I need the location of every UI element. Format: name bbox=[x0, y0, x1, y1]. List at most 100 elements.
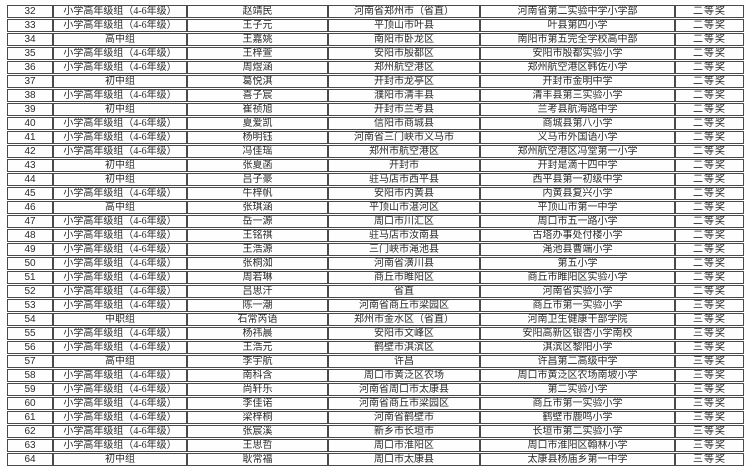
cell-contestant: 王梓萱 bbox=[187, 47, 328, 60]
cell-school: 第五小学 bbox=[480, 257, 675, 270]
cell-contestant: 陈一潮 bbox=[187, 299, 328, 312]
cell-row-number: 42 bbox=[7, 145, 53, 158]
cell-award: 二等奖 bbox=[675, 117, 744, 130]
cell-contestant: 赵靖民 bbox=[187, 5, 328, 18]
cell-award: 二等奖 bbox=[675, 19, 744, 32]
cell-group: 初中组 bbox=[53, 173, 187, 186]
cell-contestant: 南科含 bbox=[187, 369, 328, 382]
table-row: 44 初中组 吕子豪 驻马店市西平县 西平县第一初级中学 二等奖 bbox=[7, 173, 744, 186]
cell-school: 安阳市殷都实验小学 bbox=[480, 47, 675, 60]
cell-region: 驻马店市西平县 bbox=[328, 173, 480, 186]
cell-contestant: 葛悦淇 bbox=[187, 75, 328, 88]
cell-school: 河南省实验小学 bbox=[480, 285, 675, 298]
table-row: 42 小学高年级组（4-6年级） 冯佳瑶 郑州市航空港区 郑州航空港区冯堂第一小… bbox=[7, 145, 744, 158]
cell-region: 开封市 bbox=[328, 159, 480, 172]
cell-group: 小学高年级组（4-6年级） bbox=[53, 61, 187, 74]
cell-region: 三门峡市渑池县 bbox=[328, 243, 480, 256]
cell-award: 三等奖 bbox=[675, 383, 744, 396]
cell-school: 商城县第八小学 bbox=[480, 117, 675, 130]
cell-award: 二等奖 bbox=[675, 131, 744, 144]
table-row: 34 高中组 王嘉姚 南阳市卧龙区 南阳市第五完全学校高中部 二等奖 bbox=[7, 33, 744, 46]
cell-region: 周口市太康县 bbox=[328, 453, 480, 466]
cell-school: 兰考县航海路中学 bbox=[480, 103, 675, 116]
cell-row-number: 51 bbox=[7, 271, 53, 284]
cell-contestant: 梁梓桐 bbox=[187, 411, 328, 424]
cell-region: 河南省鹤壁市 bbox=[328, 411, 480, 424]
cell-group: 小学高年级组（4-6年级） bbox=[53, 187, 187, 200]
cell-row-number: 39 bbox=[7, 103, 53, 116]
table-row: 41 小学高年级组（4-6年级） 杨明钰 河南省三门峡市义马市 义马市外国语小学… bbox=[7, 131, 744, 144]
cell-row-number: 41 bbox=[7, 131, 53, 144]
table-row: 40 小学高年级组（4-6年级） 夏爱凯 信阳市商城县 商城县第八小学 二等奖 bbox=[7, 117, 744, 130]
cell-contestant: 王浩元 bbox=[187, 341, 328, 354]
cell-group: 小学高年级组（4-6年级） bbox=[53, 341, 187, 354]
cell-award: 二等奖 bbox=[675, 271, 744, 284]
cell-school: 郑州航空港区冯堂第一小学 bbox=[480, 145, 675, 158]
cell-row-number: 36 bbox=[7, 61, 53, 74]
cell-school: 南阳市第五完全学校高中部 bbox=[480, 33, 675, 46]
cell-group: 初中组 bbox=[53, 453, 187, 466]
cell-contestant: 王嘉姚 bbox=[187, 33, 328, 46]
cell-school: 内黄县复兴小学 bbox=[480, 187, 675, 200]
cell-region: 商丘市睢阳区 bbox=[328, 271, 480, 284]
cell-region: 河南省郑州市（省直） bbox=[328, 5, 480, 18]
table-row: 54 中职组 石常芮语 郑州市金水区（省直） 河南卫生健康干部学院 三等奖 bbox=[7, 313, 744, 326]
cell-contestant: 尚轩乐 bbox=[187, 383, 328, 396]
cell-school: 河南省第二实验中学小学部 bbox=[480, 5, 675, 18]
cell-group: 中职组 bbox=[53, 313, 187, 326]
cell-school: 开封市金明中学 bbox=[480, 75, 675, 88]
cell-award: 二等奖 bbox=[675, 47, 744, 60]
cell-group: 小学高年级组（4-6年级） bbox=[53, 397, 187, 410]
table-row: 59 小学高年级组（4-6年级） 尚轩乐 河南省周口市太康县 第二实验小学 三等… bbox=[7, 383, 744, 396]
table-row: 61 小学高年级组（4-6年级） 梁梓桐 河南省鹤壁市 鹤壁市鹿鸣小学 三等奖 bbox=[7, 411, 744, 424]
cell-row-number: 40 bbox=[7, 117, 53, 130]
cell-region: 许昌 bbox=[328, 355, 480, 368]
cell-contestant: 周若琳 bbox=[187, 271, 328, 284]
cell-award: 三等奖 bbox=[675, 355, 744, 368]
cell-school: 太康县杨庙乡第一中学 bbox=[480, 453, 675, 466]
cell-school: 商丘市睢阳区实验小学 bbox=[480, 271, 675, 284]
table-row: 56 小学高年级组（4-6年级） 王浩元 鹤壁市淇滨区 淇滨区黎阳小学 三等奖 bbox=[7, 341, 744, 354]
cell-contestant: 吕子豪 bbox=[187, 173, 328, 186]
cell-school: 叶县第四小学 bbox=[480, 19, 675, 32]
cell-school: 许昌第二高级中学 bbox=[480, 355, 675, 368]
table-row: 35 小学高年级组（4-6年级） 王梓萱 安阳市殷都区 安阳市殷都实验小学 二等… bbox=[7, 47, 744, 60]
cell-contestant: 王浩源 bbox=[187, 243, 328, 256]
cell-contestant: 夏爱凯 bbox=[187, 117, 328, 130]
cell-group: 小学高年级组（4-6年级） bbox=[53, 299, 187, 312]
cell-contestant: 张宸溪 bbox=[187, 425, 328, 438]
table-row: 57 高中组 李宇航 许昌 许昌第二高级中学 三等奖 bbox=[7, 355, 744, 368]
cell-row-number: 37 bbox=[7, 75, 53, 88]
cell-row-number: 62 bbox=[7, 425, 53, 438]
cell-row-number: 59 bbox=[7, 383, 53, 396]
cell-group: 小学高年级组（4-6年级） bbox=[53, 257, 187, 270]
table-row: 39 初中组 崔祯旭 开封市兰考县 兰考县航海路中学 二等奖 bbox=[7, 103, 744, 116]
cell-school: 周口市淮阳区翰林小学 bbox=[480, 439, 675, 452]
table-row: 62 小学高年级组（4-6年级） 张宸溪 新乡市长垣市 长垣市第二实验小学 三等… bbox=[7, 425, 744, 438]
cell-school: 开封是滴十四中学 bbox=[480, 159, 675, 172]
table-row: 33 小学高年级组（4-6年级） 王子元 平顶山市叶县 叶县第四小学 二等奖 bbox=[7, 19, 744, 32]
cell-row-number: 32 bbox=[7, 5, 53, 18]
cell-row-number: 63 bbox=[7, 439, 53, 452]
cell-school: 安阳高新区银杏小学南校 bbox=[480, 327, 675, 340]
cell-award: 二等奖 bbox=[675, 285, 744, 298]
cell-region: 濮阳市清丰县 bbox=[328, 89, 480, 102]
cell-group: 小学高年级组（4-6年级） bbox=[53, 425, 187, 438]
cell-region: 安阳市殷都区 bbox=[328, 47, 480, 60]
cell-contestant: 张桐洳 bbox=[187, 257, 328, 270]
cell-group: 小学高年级组（4-6年级） bbox=[53, 145, 187, 158]
cell-award: 二等奖 bbox=[675, 229, 744, 242]
cell-row-number: 55 bbox=[7, 327, 53, 340]
cell-group: 小学高年级组（4-6年级） bbox=[53, 369, 187, 382]
cell-row-number: 46 bbox=[7, 201, 53, 214]
cell-contestant: 王铭祺 bbox=[187, 229, 328, 242]
cell-contestant: 崔祯旭 bbox=[187, 103, 328, 116]
cell-school: 鹤壁市鹿鸣小学 bbox=[480, 411, 675, 424]
cell-row-number: 50 bbox=[7, 257, 53, 270]
cell-group: 小学高年级组（4-6年级） bbox=[53, 243, 187, 256]
table-row: 38 小学高年级组（4-6年级） 喜子宸 濮阳市清丰县 清丰县第三实验小学 二等… bbox=[7, 89, 744, 102]
cell-award: 二等奖 bbox=[675, 215, 744, 228]
cell-award: 二等奖 bbox=[675, 187, 744, 200]
cell-group: 小学高年级组（4-6年级） bbox=[53, 5, 187, 18]
cell-group: 小学高年级组（4-6年级） bbox=[53, 19, 187, 32]
